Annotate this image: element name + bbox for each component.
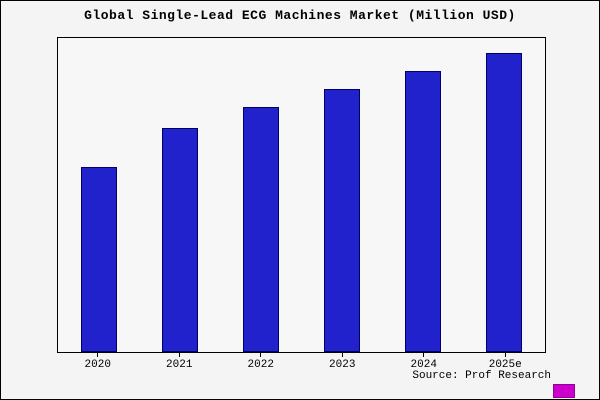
bar-2022	[242, 106, 279, 352]
x-label-slot: 2025e	[487, 353, 523, 371]
x-axis-label-2022: 2022	[247, 359, 274, 371]
source-attribution: Source: Prof Research	[412, 370, 551, 382]
bar-slot	[405, 38, 442, 352]
x-axis-label-2021: 2021	[166, 359, 193, 371]
bar-slot	[80, 38, 117, 352]
x-axis-tick	[260, 353, 262, 357]
x-axis-label-2020: 2020	[84, 359, 111, 371]
bar-slot	[161, 38, 198, 352]
bar-2025e	[486, 52, 523, 352]
x-label-slot: 2021	[161, 353, 197, 371]
plot-area	[57, 37, 546, 353]
x-axis-label-2023: 2023	[329, 359, 356, 371]
x-label-slot: 2020	[80, 353, 116, 371]
x-axis-tick	[423, 353, 425, 357]
brand-badge	[553, 384, 575, 398]
x-label-slot: 2022	[243, 353, 279, 371]
x-axis-tick	[504, 353, 506, 357]
x-label-slot: 2023	[324, 353, 360, 371]
x-axis-tick	[341, 353, 343, 357]
x-axis-tick	[178, 353, 180, 357]
x-label-slot: 2024	[406, 353, 442, 371]
bars-row	[58, 38, 545, 352]
bar-2021	[161, 127, 198, 352]
chart-title: Global Single-Lead ECG Machines Market (…	[84, 8, 516, 23]
bar-2023	[324, 88, 361, 352]
x-axis-labels: 2020 2021 2022 2023 2024 2025e	[57, 353, 546, 371]
bar-slot	[242, 38, 279, 352]
bar-slot	[324, 38, 361, 352]
x-axis-tick	[97, 353, 99, 357]
bar-slot	[486, 38, 523, 352]
bar-2020	[80, 166, 117, 352]
x-axis-label-2025e: 2025e	[488, 359, 522, 371]
bar-2024	[405, 70, 442, 352]
x-axis-label-2024: 2024	[410, 359, 437, 371]
